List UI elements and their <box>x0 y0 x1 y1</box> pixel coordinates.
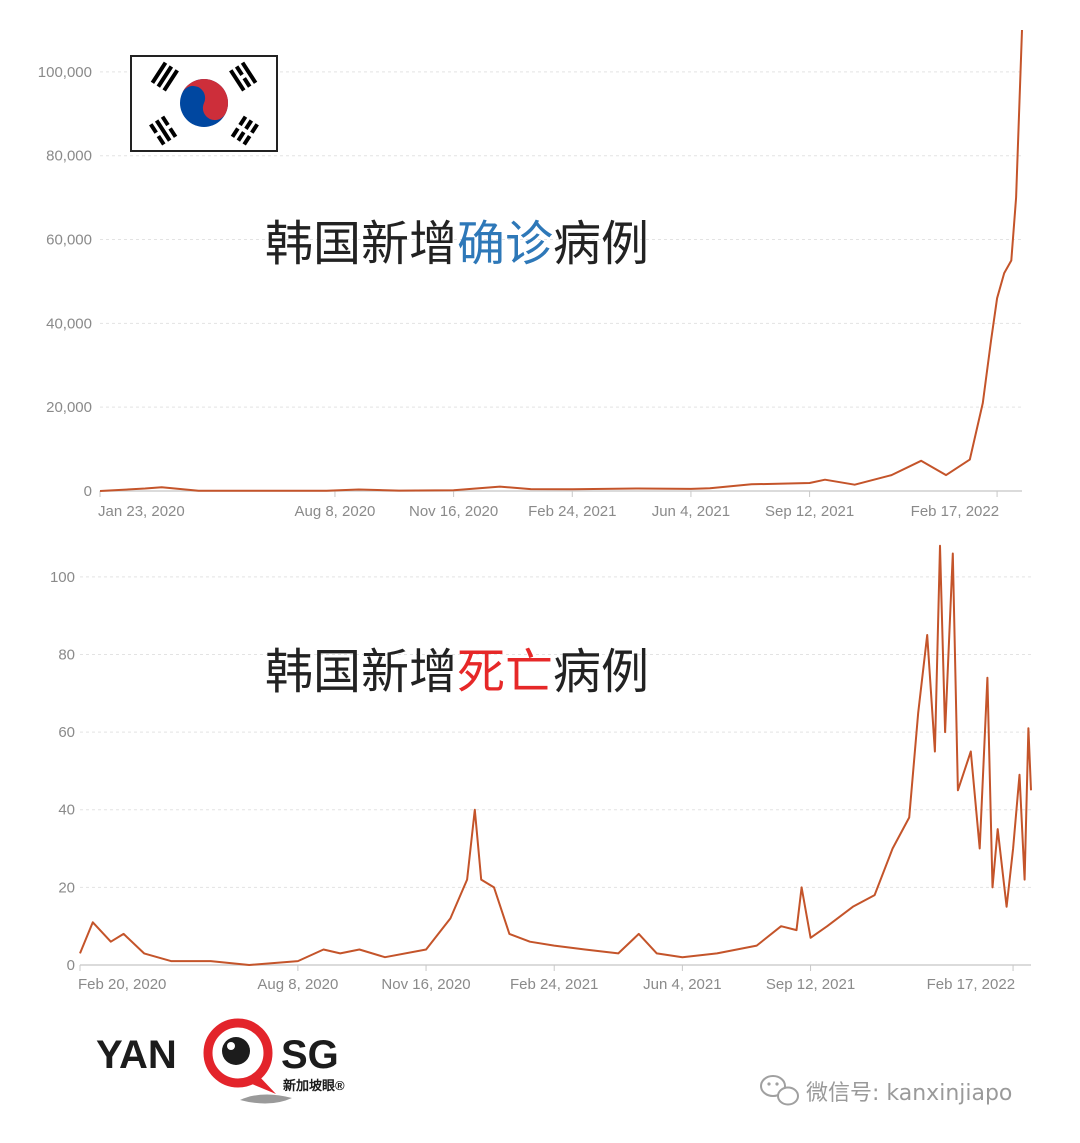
deaths-x-ticks: Feb 20, 2020 Aug 8, 2020 Nov 16, 2020 Feb 2… <box>78 965 1015 993</box>
deaths-series-line <box>79 544 1032 966</box>
x-tick-label: Jan 23, 2020 <box>98 503 185 520</box>
eye-icon <box>203 1018 292 1104</box>
y-tick-label: 60 <box>58 724 75 741</box>
y-tick-label: 40 <box>58 802 75 819</box>
title-part-2: 病例 <box>553 644 649 700</box>
logo-right-text: SG <box>281 1033 339 1077</box>
y-tick-label: 40,000 <box>46 315 92 332</box>
y-tick-label: 0 <box>84 483 92 500</box>
x-tick-label: Aug 8, 2020 <box>257 976 338 993</box>
title-part-2: 病例 <box>553 216 649 272</box>
wechat-id-text: 微信号: kanxinjiapo <box>806 1081 1012 1106</box>
y-tick-label: 80,000 <box>46 148 92 165</box>
deaths-title: 韩国新增死亡病例 <box>265 644 649 700</box>
cases-gridlines <box>100 71 1022 408</box>
y-tick-label: 100,000 <box>38 64 92 81</box>
deaths-gridlines <box>80 576 1031 888</box>
cases-chart: 0 20,000 40,000 60,000 80,000 100,000 Jan 23,… <box>38 29 1023 520</box>
x-tick-label: Aug 8, 2020 <box>294 503 375 520</box>
cases-series-line <box>99 29 1023 492</box>
y-tick-label: 60,000 <box>46 232 92 249</box>
title-part-1: 确诊 <box>457 216 553 272</box>
trigram <box>230 115 259 146</box>
x-tick-label: Sep 12, 2021 <box>766 976 855 993</box>
x-tick-label: Feb 24, 2021 <box>528 503 616 520</box>
trigram <box>149 115 178 146</box>
x-tick-label: Nov 16, 2020 <box>381 976 470 993</box>
x-tick-label: Nov 16, 2020 <box>409 503 498 520</box>
cases-x-ticks: Jan 23, 2020 Aug 8, 2020 Nov 16, 2020 Feb 2… <box>98 491 999 520</box>
x-tick-label: Feb 20, 2020 <box>78 976 166 993</box>
x-tick-label: Feb 17, 2022 <box>911 503 999 520</box>
x-tick-label: Feb 24, 2021 <box>510 976 598 993</box>
title-part-0: 韩国新增 <box>265 644 457 700</box>
y-tick-label: 20 <box>58 879 75 896</box>
x-tick-label: Jun 4, 2021 <box>643 976 721 993</box>
logo-sub-text: 新加坡眼® <box>283 1078 345 1093</box>
cases-title: 韩国新增确诊病例 <box>265 216 649 272</box>
trigram <box>229 61 258 92</box>
trigram <box>150 61 179 92</box>
x-tick-label: Jun 4, 2021 <box>652 503 730 520</box>
y-tick-label: 100 <box>50 569 75 586</box>
y-tick-label: 0 <box>67 957 75 974</box>
x-tick-label: Feb 17, 2022 <box>927 976 1015 993</box>
cases-y-ticks: 0 20,000 40,000 60,000 80,000 100,000 <box>38 64 92 500</box>
deaths-chart: 0 20 40 60 80 100 Feb 20, 2020 Aug 8, 2020 Nov … <box>50 544 1032 993</box>
yansg-logo: YAN SG 新加坡眼® <box>96 1018 345 1104</box>
wechat-icon <box>760 1075 799 1106</box>
title-part-0: 韩国新增 <box>265 216 457 272</box>
south-korea-flag-icon <box>130 55 278 152</box>
y-tick-label: 20,000 <box>46 399 92 416</box>
taegeuk-red <box>182 79 228 121</box>
logo-left-text: YAN <box>96 1033 177 1077</box>
wechat-watermark: 微信号: kanxinjiapo <box>760 1075 1012 1106</box>
y-tick-label: 80 <box>58 646 75 663</box>
x-tick-label: Sep 12, 2021 <box>765 503 854 520</box>
title-part-1: 死亡 <box>457 644 553 700</box>
deaths-y-ticks: 0 20 40 60 80 100 <box>50 569 75 974</box>
